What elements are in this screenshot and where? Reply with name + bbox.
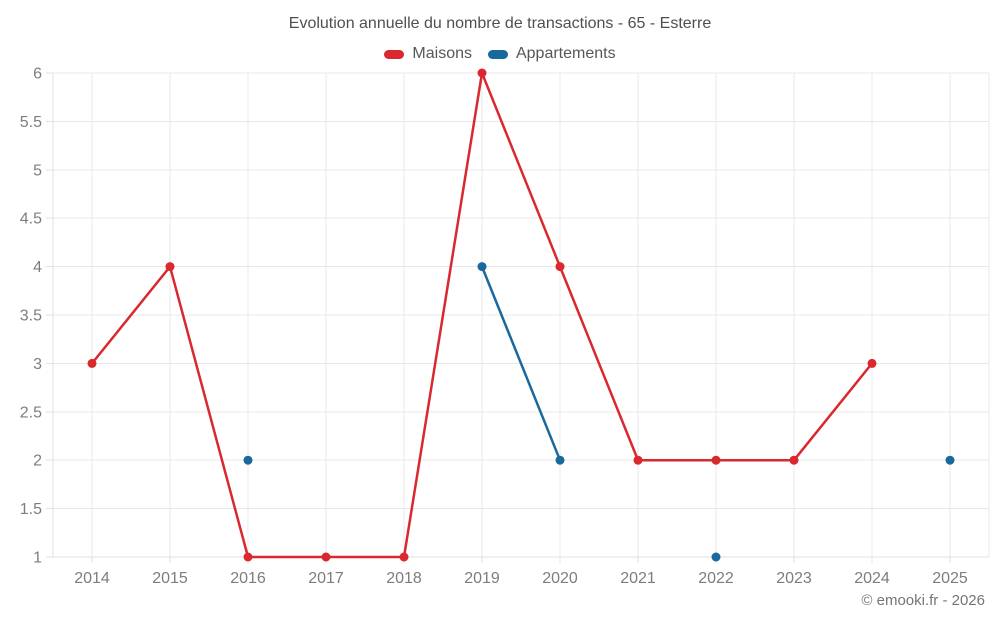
svg-text:2: 2 xyxy=(33,453,42,470)
legend-item-maisons[interactable]: Maisons xyxy=(384,45,472,63)
svg-text:4: 4 xyxy=(33,259,42,276)
chart-legend: Maisons Appartements xyxy=(0,45,1000,63)
legend-label-appartements: Appartements xyxy=(515,45,616,62)
svg-text:2023: 2023 xyxy=(776,570,812,587)
footer-credit: © emooki.fr - 2026 xyxy=(861,592,985,609)
svg-text:2020: 2020 xyxy=(542,570,578,587)
svg-text:2022: 2022 xyxy=(698,570,734,587)
maisons-legend-swatch-icon xyxy=(384,49,405,59)
svg-text:2015: 2015 xyxy=(152,570,188,587)
svg-text:2.5: 2.5 xyxy=(20,404,42,421)
svg-text:5.5: 5.5 xyxy=(20,114,42,131)
svg-text:2019: 2019 xyxy=(464,570,500,587)
legend-item-appartements[interactable]: Appartements xyxy=(487,45,616,63)
svg-text:2025: 2025 xyxy=(932,570,968,587)
svg-text:2014: 2014 xyxy=(74,570,110,587)
svg-text:2017: 2017 xyxy=(308,570,344,587)
svg-text:5: 5 xyxy=(33,162,42,179)
svg-text:4.5: 4.5 xyxy=(20,211,42,228)
svg-text:6: 6 xyxy=(33,66,42,83)
svg-text:3: 3 xyxy=(33,356,42,373)
legend-label-maisons: Maisons xyxy=(412,45,472,62)
svg-text:2018: 2018 xyxy=(386,570,422,587)
chart-title: Evolution annuelle du nombre de transact… xyxy=(288,15,712,32)
svg-text:1.5: 1.5 xyxy=(20,501,42,518)
svg-text:3.5: 3.5 xyxy=(20,308,42,325)
svg-text:2024: 2024 xyxy=(854,570,890,587)
appartements-legend-swatch-icon xyxy=(487,49,508,59)
svg-text:2021: 2021 xyxy=(620,570,656,587)
svg-text:1: 1 xyxy=(33,550,42,567)
svg-text:2016: 2016 xyxy=(230,570,266,587)
